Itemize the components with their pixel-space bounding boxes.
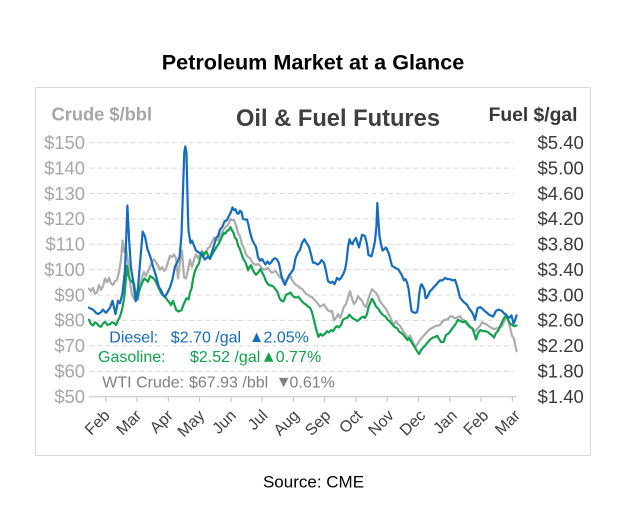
- svg-text:$67.93 /bbl: $67.93 /bbl: [189, 374, 268, 391]
- svg-text:$2.20: $2.20: [538, 335, 584, 356]
- svg-text:0.61%: 0.61%: [290, 374, 335, 391]
- svg-text:$140: $140: [44, 157, 85, 178]
- svg-text:$3.80: $3.80: [538, 234, 584, 255]
- svg-text:Petroleum Market at a Glance: Petroleum Market at a Glance: [162, 50, 464, 75]
- svg-text:Source: CME: Source: CME: [263, 473, 364, 492]
- svg-text:$70: $70: [54, 335, 85, 356]
- svg-text:$4.60: $4.60: [538, 183, 584, 204]
- svg-text:2.05%: 2.05%: [264, 329, 309, 346]
- svg-text:Crude $/bbl: Crude $/bbl: [52, 104, 153, 125]
- svg-text:$50: $50: [54, 386, 85, 407]
- svg-text:$3.00: $3.00: [538, 284, 584, 305]
- svg-text:$2.52 /gal: $2.52 /gal: [190, 349, 260, 366]
- svg-text:$130: $130: [44, 183, 85, 204]
- svg-text:$60: $60: [54, 361, 85, 382]
- svg-text:0.77%: 0.77%: [276, 349, 321, 366]
- svg-text:$2.60: $2.60: [538, 310, 584, 331]
- svg-text:Diesel:: Diesel:: [109, 329, 158, 346]
- svg-text:$1.40: $1.40: [538, 386, 584, 407]
- svg-text:$150: $150: [44, 132, 85, 153]
- svg-text:$3.40: $3.40: [538, 259, 584, 280]
- svg-text:$120: $120: [44, 208, 85, 229]
- svg-text:$90: $90: [54, 284, 85, 305]
- svg-text:$80: $80: [54, 310, 85, 331]
- svg-text:Oil & Fuel Futures: Oil & Fuel Futures: [236, 106, 440, 132]
- svg-text:$100: $100: [44, 259, 85, 280]
- svg-text:$110: $110: [45, 234, 85, 255]
- svg-text:$5.00: $5.00: [538, 157, 584, 178]
- svg-text:$2.70 /gal: $2.70 /gal: [171, 329, 241, 346]
- svg-text:Fuel $/gal: Fuel $/gal: [489, 105, 578, 126]
- svg-text:Gasoline:: Gasoline:: [98, 349, 166, 366]
- svg-text:$4.20: $4.20: [538, 208, 584, 229]
- svg-text:$1.80: $1.80: [538, 361, 584, 382]
- svg-text:$5.40: $5.40: [538, 132, 584, 153]
- svg-text:WTI Crude:: WTI Crude:: [102, 374, 184, 391]
